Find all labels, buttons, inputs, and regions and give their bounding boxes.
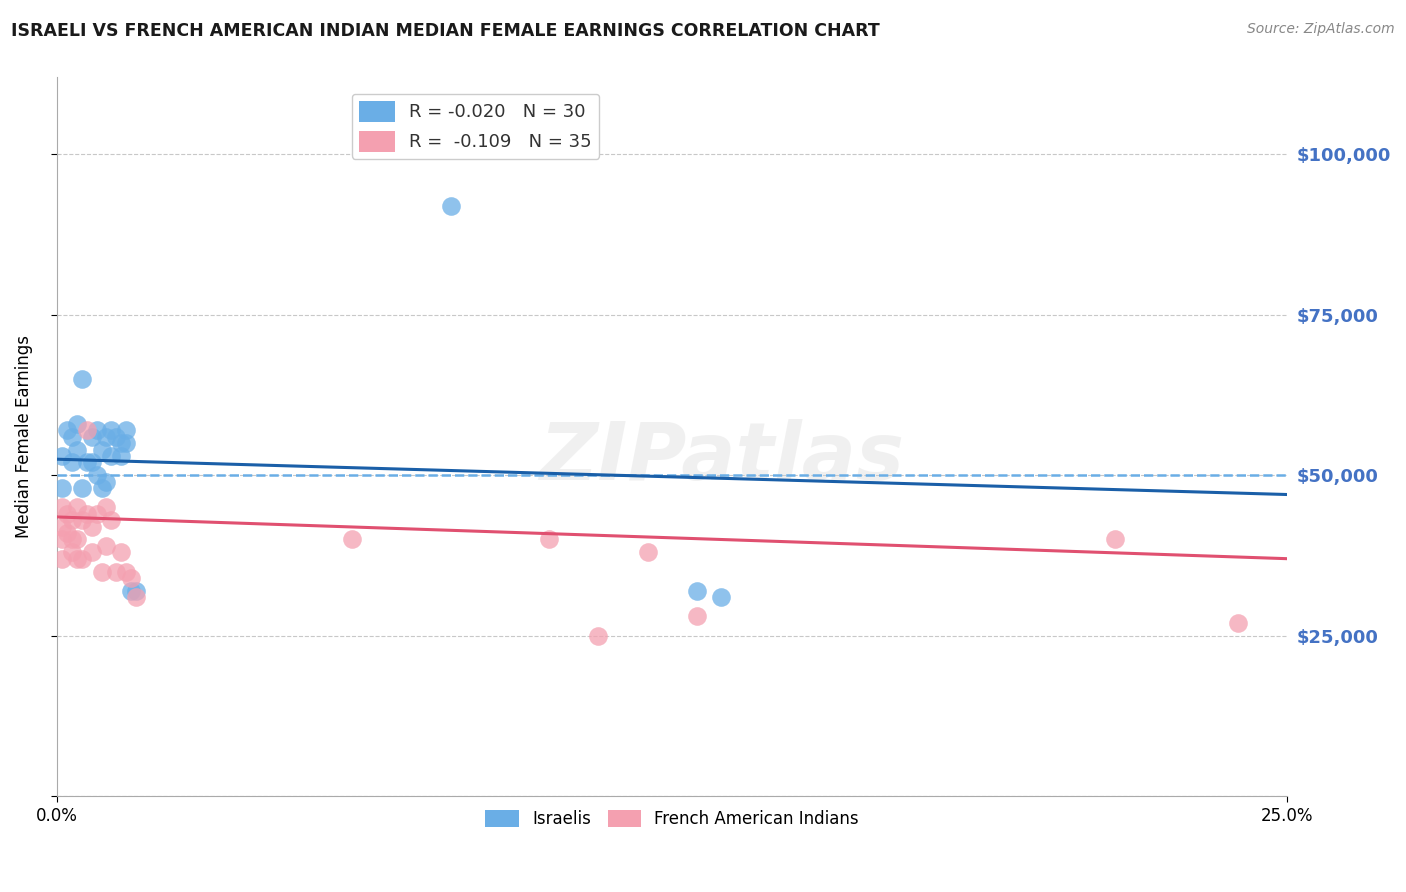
- Point: [342, 533, 364, 547]
- Point: [51, 500, 73, 515]
- Point: [60, 513, 83, 527]
- Point: [710, 590, 733, 604]
- Point: [120, 583, 142, 598]
- Point: [60, 533, 83, 547]
- Point: [1104, 533, 1126, 547]
- Point: [76, 423, 98, 437]
- Point: [90, 481, 112, 495]
- Point: [51, 519, 73, 533]
- Point: [56, 507, 79, 521]
- Point: [110, 545, 132, 559]
- Text: ISRAELI VS FRENCH AMERICAN INDIAN MEDIAN FEMALE EARNINGS CORRELATION CHART: ISRAELI VS FRENCH AMERICAN INDIAN MEDIAN…: [11, 22, 880, 40]
- Point: [100, 513, 122, 527]
- Point: [686, 609, 709, 624]
- Text: Source: ZipAtlas.com: Source: ZipAtlas.com: [1247, 22, 1395, 37]
- Point: [115, 423, 138, 437]
- Point: [125, 590, 148, 604]
- Point: [80, 455, 103, 469]
- Point: [60, 430, 83, 444]
- Point: [686, 583, 709, 598]
- Point: [440, 199, 463, 213]
- Point: [51, 551, 73, 566]
- Point: [51, 533, 73, 547]
- Point: [60, 545, 83, 559]
- Point: [105, 430, 128, 444]
- Point: [86, 507, 108, 521]
- Point: [115, 436, 138, 450]
- Point: [90, 565, 112, 579]
- Point: [70, 551, 93, 566]
- Point: [80, 430, 103, 444]
- Point: [66, 500, 89, 515]
- Point: [51, 449, 73, 463]
- Point: [56, 423, 79, 437]
- Legend: Israelis, French American Indians: Israelis, French American Indians: [478, 803, 866, 835]
- Point: [637, 545, 659, 559]
- Point: [90, 442, 112, 457]
- Point: [70, 481, 93, 495]
- Point: [538, 533, 561, 547]
- Point: [56, 526, 79, 541]
- Point: [66, 442, 89, 457]
- Point: [66, 417, 89, 431]
- Point: [110, 449, 132, 463]
- Point: [60, 455, 83, 469]
- Point: [125, 583, 148, 598]
- Point: [66, 551, 89, 566]
- Point: [110, 436, 132, 450]
- Point: [86, 423, 108, 437]
- Point: [96, 500, 118, 515]
- Point: [120, 571, 142, 585]
- Point: [105, 565, 128, 579]
- Point: [80, 545, 103, 559]
- Point: [51, 481, 73, 495]
- Point: [1226, 615, 1249, 630]
- Point: [100, 449, 122, 463]
- Point: [588, 629, 610, 643]
- Point: [96, 539, 118, 553]
- Point: [86, 468, 108, 483]
- Point: [70, 372, 93, 386]
- Point: [80, 519, 103, 533]
- Point: [115, 565, 138, 579]
- Point: [96, 430, 118, 444]
- Y-axis label: Median Female Earnings: Median Female Earnings: [15, 335, 32, 538]
- Point: [96, 475, 118, 489]
- Point: [76, 455, 98, 469]
- Text: ZIPatlas: ZIPatlas: [538, 419, 904, 498]
- Point: [100, 423, 122, 437]
- Point: [70, 513, 93, 527]
- Point: [66, 533, 89, 547]
- Point: [76, 507, 98, 521]
